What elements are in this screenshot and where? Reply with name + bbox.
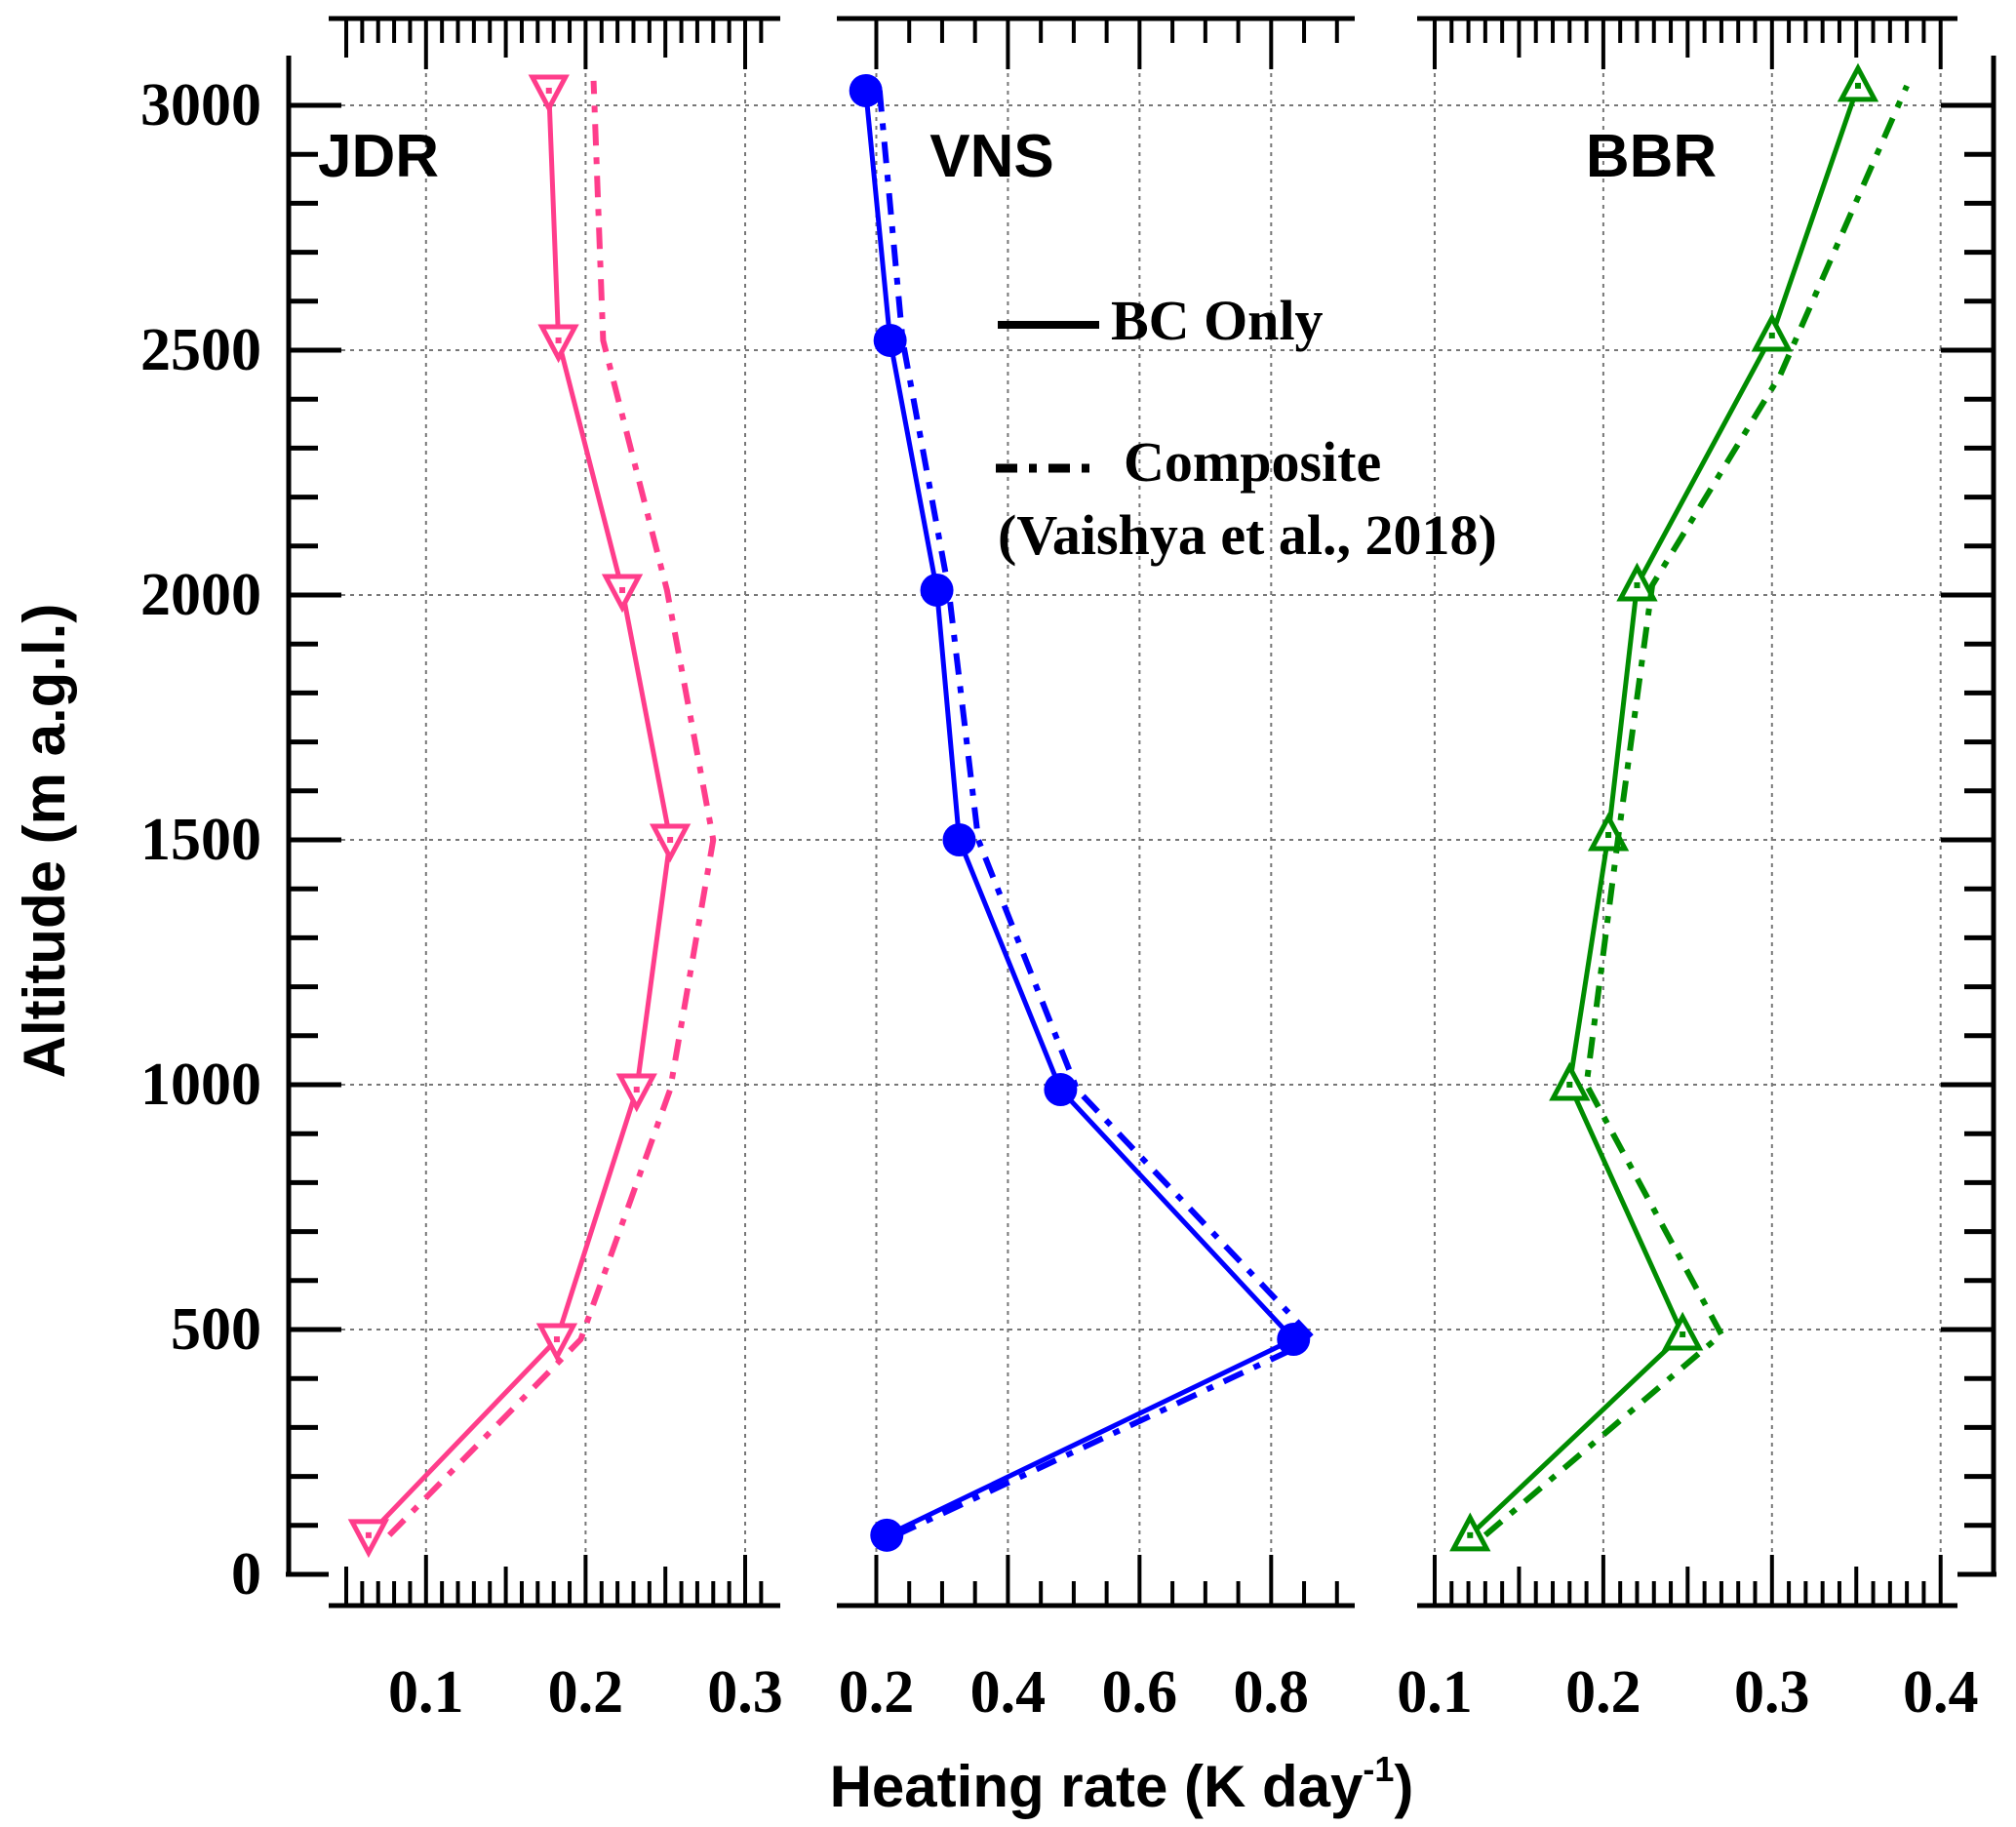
- y-tick-label: 1000: [140, 1052, 261, 1118]
- y-tick-label: 3000: [140, 72, 261, 139]
- data-point-center: [553, 1336, 560, 1343]
- data-point-marker: [942, 823, 976, 856]
- x-tick-label: 0.2: [548, 1659, 624, 1726]
- x-tick-label: 0.6: [1102, 1659, 1178, 1726]
- panel-jdr: 0.1 0.2 0.3 JDR: [318, 16, 783, 1726]
- data-point-center: [1680, 1331, 1686, 1338]
- x-tick-label: 0.2: [839, 1659, 915, 1726]
- data-point-center: [1768, 332, 1775, 338]
- solid-line: [1468, 85, 1861, 1537]
- data-point-center: [545, 87, 552, 94]
- data-point-center: [365, 1531, 372, 1538]
- data-point-center: [1854, 82, 1861, 89]
- dashdot-line: [1482, 84, 1910, 1538]
- y-tick-label: 2500: [140, 317, 261, 383]
- x-tick-label: 0.3: [1734, 1659, 1810, 1726]
- panel-title: BBR: [1586, 123, 1717, 190]
- panel-title: VNS: [929, 123, 1053, 190]
- legend: BC Only Composite (Vaishya et al., 2018): [996, 289, 1497, 567]
- x-tick-label: 0.2: [1565, 1659, 1641, 1726]
- x-axis-label-superscript: -1: [1363, 1749, 1394, 1789]
- x-tick-label: 0.1: [388, 1659, 464, 1726]
- data-point-marker: [870, 1518, 904, 1552]
- axis-labels: Altitude (m a.g.l.) Heating rate (K day-…: [12, 604, 1413, 1819]
- data-point-center: [633, 1087, 640, 1093]
- y-tick-label: 2000: [140, 562, 261, 628]
- data-point-center: [1634, 581, 1640, 588]
- data-point-marker: [1044, 1073, 1078, 1107]
- x-axis-label-main: Heating rate (K day: [830, 1754, 1364, 1819]
- y-tick-label: 500: [171, 1296, 261, 1363]
- panel-bbr: 0.1 0.2 0.3 0.4 BBR: [1397, 16, 1979, 1726]
- series-bbr-bc-only: [1449, 62, 1879, 1552]
- data-series: [347, 62, 1910, 1559]
- x-axis-label: Heating rate (K day-1): [830, 1749, 1414, 1819]
- series-bbr-composite: [1482, 84, 1910, 1538]
- series-jdr-composite: [387, 80, 717, 1537]
- data-point-center: [1467, 1531, 1474, 1538]
- data-point-center: [619, 586, 626, 593]
- x-tick-label: 0.1: [1397, 1659, 1473, 1726]
- y-tick-label: 1500: [140, 807, 261, 873]
- dashdot-line: [387, 80, 717, 1537]
- x-tick-label: 0.4: [1903, 1659, 1979, 1726]
- y-axis-label: Altitude (m a.g.l.): [12, 604, 77, 1079]
- legend-label-bc-only: BC Only: [1111, 289, 1324, 352]
- x-tick-label: 0.8: [1234, 1659, 1310, 1726]
- data-point-center: [1566, 1082, 1573, 1088]
- data-point-center: [667, 837, 674, 843]
- data-point-center: [1605, 831, 1612, 838]
- y-tick-label: 0: [231, 1541, 261, 1608]
- panel-vns: 0.2 0.4 0.6 0.8 VNS: [837, 16, 1355, 1726]
- series-jdr-bc-only: [347, 74, 692, 1559]
- x-tick-label: 0.3: [707, 1659, 783, 1726]
- data-point-marker: [873, 323, 907, 357]
- panel-title: JDR: [318, 123, 439, 190]
- x-axis-label-end: ): [1394, 1754, 1413, 1819]
- legend-note: (Vaishya et al., 2018): [998, 503, 1497, 567]
- x-tick-label: 0.4: [970, 1659, 1047, 1726]
- series-vns-bc-only: [849, 73, 1311, 1552]
- data-point-marker: [849, 73, 883, 107]
- data-point-marker: [920, 573, 954, 607]
- legend-label-composite: Composite: [1124, 430, 1381, 494]
- solid-line: [367, 90, 673, 1537]
- data-point-center: [555, 337, 562, 343]
